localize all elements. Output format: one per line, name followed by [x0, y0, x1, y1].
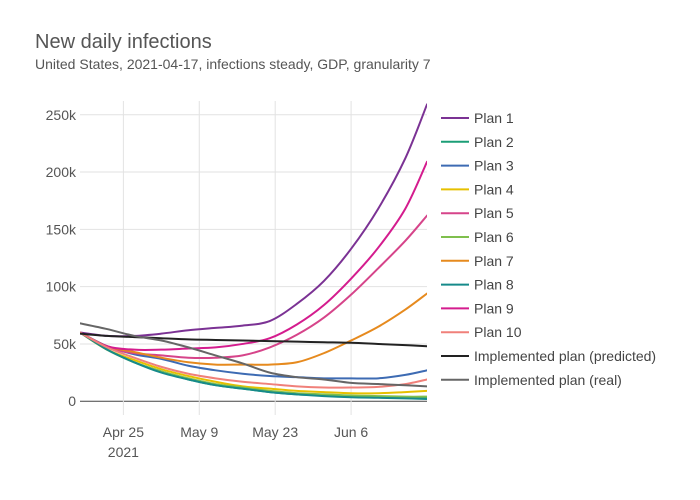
legend-label-plan-3: Plan 3	[474, 158, 514, 174]
chart-title: New daily infections	[35, 31, 212, 53]
y-tick-label: 150k	[46, 221, 77, 237]
series-group	[80, 103, 427, 400]
x-tick-label: May 9	[180, 424, 218, 440]
y-tick-label: 0	[68, 393, 76, 409]
x-tick-label: Apr 25	[103, 424, 144, 440]
series-line-plan-4	[80, 331, 427, 395]
legend-label-plan-5: Plan 5	[474, 205, 514, 221]
series-line-plan-7	[80, 292, 427, 366]
series-line-implemented-plan-real	[80, 322, 427, 388]
series-line-plan-3	[80, 331, 427, 380]
legend-label-implemented-plan-predicted: Implemented plan (predicted)	[474, 348, 656, 364]
x-tick-label: May 23	[252, 424, 298, 440]
legend-label-plan-7: Plan 7	[474, 253, 514, 269]
legend-label-plan-4: Plan 4	[474, 181, 514, 197]
series-line-plan-8	[80, 331, 427, 400]
legend: Plan 1 Plan 2 Plan 3 Plan 4 Plan 5 Plan 6 Plan…	[441, 110, 656, 388]
legend-label-plan-1: Plan 1	[474, 110, 514, 126]
legend-label-implemented-plan-real: Implemented plan (real)	[474, 372, 622, 388]
series-line-plan-1	[80, 103, 427, 338]
y-tick-label: 250k	[46, 107, 77, 123]
legend-label-plan-6: Plan 6	[474, 229, 514, 245]
legend-label-plan-9: Plan 9	[474, 300, 514, 316]
x-tick-label: Jun 6	[334, 424, 368, 440]
y-tick-label: 50k	[53, 336, 77, 352]
series-line-plan-9	[80, 160, 427, 351]
x-year-label: 2021	[108, 444, 139, 460]
series-lines	[80, 103, 427, 400]
series-line-plan-10	[80, 331, 427, 389]
legend-label-plan-2: Plan 2	[474, 134, 514, 150]
legend-label-plan-10: Plan 10	[474, 324, 522, 340]
x-axis-ticks: Apr 25 May 9 May 23 Jun 6 2021	[103, 424, 369, 460]
y-axis-ticks: 0 50k 100k 150k 200k 250k	[46, 107, 77, 409]
y-tick-label: 200k	[46, 164, 77, 180]
chart-subtitle: United States, 2021-04-17, infections st…	[35, 56, 431, 72]
y-tick-label: 100k	[46, 279, 77, 295]
legend-label-plan-8: Plan 8	[474, 277, 514, 293]
